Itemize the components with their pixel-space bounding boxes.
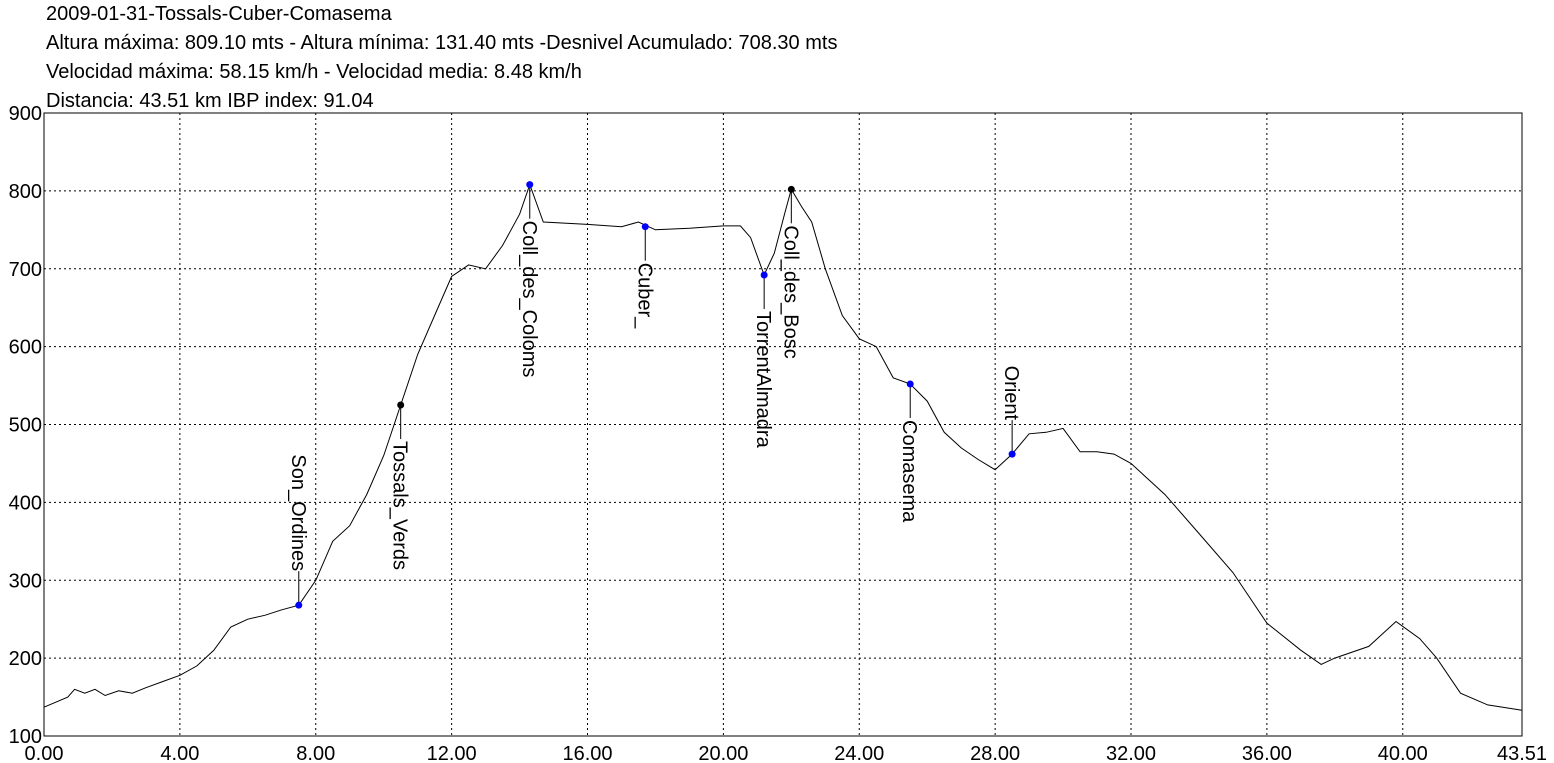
y-tick-label: 900 bbox=[9, 103, 42, 125]
x-tick-label: 24.00 bbox=[834, 743, 884, 763]
y-tick-label: 300 bbox=[9, 570, 42, 592]
waypoint bbox=[397, 401, 405, 409]
y-tick-label: 800 bbox=[9, 181, 42, 203]
waypoint-label: TorrentAlmadra bbox=[752, 311, 774, 449]
waypoint-label: Tossals_Verds bbox=[389, 441, 411, 570]
elevation-line bbox=[43, 183, 1523, 711]
y-tick-label: 100 bbox=[9, 726, 42, 748]
waypoint bbox=[526, 181, 534, 189]
chart-title: 2009-01-31-Tossals-Cuber-Comasema bbox=[46, 3, 393, 25]
x-tick-label: 40.00 bbox=[1378, 743, 1428, 763]
x-tick-label: 12.00 bbox=[427, 743, 477, 763]
subtitle: Altura máxima: 809.10 mts - Altura mínim… bbox=[46, 32, 837, 54]
waypoint bbox=[295, 601, 303, 609]
waypoint-label: Coll_des_Coloms bbox=[518, 221, 540, 378]
y-tick-label: 400 bbox=[9, 492, 42, 514]
x-tick-label: 4.00 bbox=[160, 743, 199, 763]
x-tick-label: 28.00 bbox=[970, 743, 1020, 763]
subtitle: Distancia: 43.51 km IBP index: 91.04 bbox=[46, 90, 374, 112]
plot-frame bbox=[43, 112, 1523, 737]
waypoint bbox=[787, 185, 795, 193]
subtitle: Velocidad máxima: 58.15 km/h - Velocidad… bbox=[46, 61, 582, 83]
x-tick-label: 36.00 bbox=[1242, 743, 1292, 763]
waypoint bbox=[760, 271, 768, 279]
y-tick-label: 600 bbox=[9, 337, 42, 359]
waypoint bbox=[641, 223, 649, 231]
y-tick-label: 700 bbox=[9, 259, 42, 281]
x-tick-label: 0.00 bbox=[25, 743, 64, 763]
waypoint bbox=[906, 380, 914, 388]
waypoint-label: Coll_des_Bosc bbox=[779, 225, 801, 358]
waypoint-label: Orient bbox=[1000, 366, 1022, 421]
y-tick-label: 500 bbox=[9, 415, 42, 437]
waypoint bbox=[1008, 450, 1016, 458]
waypoint-label: Son_Ordines bbox=[287, 454, 309, 571]
x-tick-label: 16.00 bbox=[562, 743, 612, 763]
x-tick-label: 43.51 bbox=[1497, 743, 1547, 763]
x-tick-label: 32.00 bbox=[1106, 743, 1156, 763]
x-tick-label: 8.00 bbox=[296, 743, 335, 763]
waypoint-label: Cuber_ bbox=[633, 263, 655, 329]
x-tick-label: 20.00 bbox=[698, 743, 748, 763]
y-tick-label: 200 bbox=[9, 648, 42, 670]
waypoint-label: Comasema bbox=[898, 420, 920, 523]
